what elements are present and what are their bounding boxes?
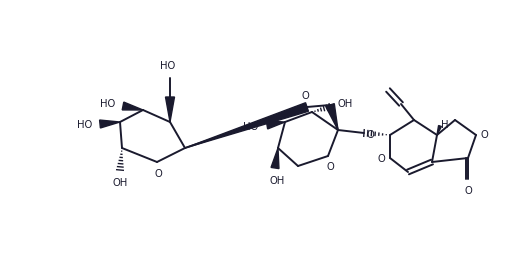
Text: O: O (480, 130, 488, 140)
Text: O: O (377, 154, 384, 164)
Text: HO: HO (76, 120, 92, 130)
Polygon shape (436, 125, 441, 135)
Polygon shape (270, 148, 278, 169)
Text: HO: HO (100, 99, 115, 109)
Polygon shape (185, 103, 308, 148)
Text: HO: HO (242, 122, 258, 132)
Text: HO: HO (160, 61, 175, 71)
Polygon shape (266, 121, 285, 129)
Polygon shape (325, 104, 337, 130)
Polygon shape (165, 97, 174, 122)
Text: OH: OH (112, 178, 127, 188)
Text: O: O (300, 91, 308, 101)
Text: H: H (440, 120, 448, 130)
Text: OH: OH (269, 176, 284, 186)
Polygon shape (99, 120, 120, 128)
Text: O: O (325, 162, 333, 172)
Polygon shape (122, 102, 143, 110)
Text: O: O (154, 169, 161, 179)
Text: OH: OH (337, 99, 353, 109)
Text: O: O (366, 130, 374, 140)
Text: O: O (463, 186, 471, 196)
